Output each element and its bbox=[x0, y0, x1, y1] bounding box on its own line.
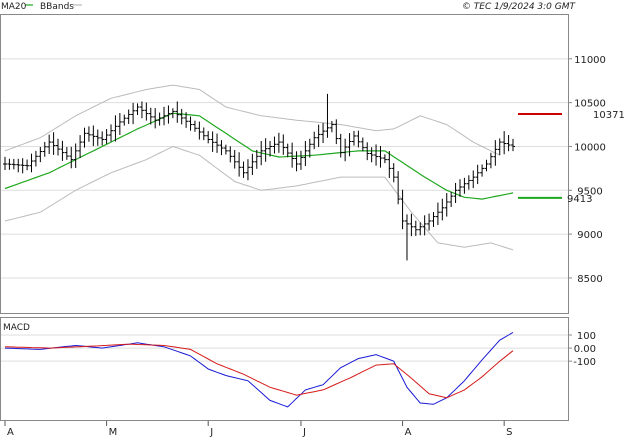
resistance-label: 10371 bbox=[593, 110, 625, 121]
macd-title: MACD bbox=[3, 323, 30, 333]
copyright-label: © TEC 1/9/2024 3:0 GMT bbox=[462, 2, 577, 12]
ma20-legend-label: MA20 bbox=[1, 2, 27, 12]
ma20-line bbox=[4, 112, 514, 200]
x-tick-label: A bbox=[7, 427, 14, 438]
x-tick-label: A bbox=[405, 427, 412, 438]
x-tick-label: M bbox=[109, 427, 118, 438]
x-tick-label: S bbox=[506, 427, 512, 438]
macd-ytick-label: 0.00 bbox=[574, 344, 596, 355]
price-ytick-label: 11000 bbox=[574, 55, 606, 66]
macd-signal-line bbox=[4, 343, 514, 399]
price-panel-frame bbox=[0, 14, 569, 314]
support-label: 9413 bbox=[567, 194, 592, 205]
price-ytick-label: 9500 bbox=[577, 186, 602, 197]
macd-ytick-label: -100 bbox=[573, 357, 596, 368]
price-ytick-label: 10500 bbox=[574, 99, 606, 110]
macd-ytick-label: 100 bbox=[577, 331, 596, 342]
price-ytick-label: 8500 bbox=[577, 274, 602, 285]
macd-line bbox=[4, 331, 514, 408]
x-tick-label: J bbox=[302, 427, 306, 438]
x-tick-label: J bbox=[209, 427, 213, 438]
bband-lower-line bbox=[4, 145, 514, 251]
price-ytick-label: 9000 bbox=[577, 230, 602, 241]
bbands-legend-label: BBands bbox=[40, 2, 74, 12]
macd-panel-frame bbox=[0, 317, 569, 421]
price-ytick-label: 10000 bbox=[574, 142, 606, 153]
bband-upper-line bbox=[4, 84, 500, 156]
